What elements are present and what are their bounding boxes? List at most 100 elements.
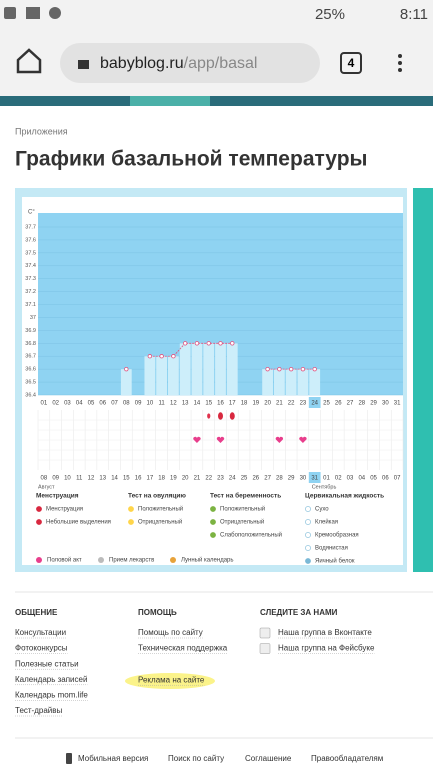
x-tick-label: 13	[182, 401, 189, 407]
x-tick-label: 04	[76, 401, 83, 407]
temperature-point	[300, 366, 306, 372]
x-tick-label: 30	[382, 401, 389, 407]
legend-title: Тест на овуляцию	[128, 493, 186, 500]
y-tick-label: 37.5	[25, 250, 36, 256]
y-tick-label: 36.9	[25, 328, 36, 334]
temperature-point	[230, 341, 235, 346]
footer-link[interactable]: Наша группа в Вконтакте	[278, 628, 372, 637]
banner-detail	[130, 96, 210, 106]
legend-icon	[210, 519, 216, 525]
temperature-point	[312, 366, 317, 372]
x-tick-label: 31	[394, 401, 401, 407]
x-tick-label: 24	[311, 401, 318, 407]
legend-icon	[210, 506, 216, 512]
next-card	[413, 188, 433, 572]
x-tick-label: 21	[276, 401, 283, 407]
bar	[215, 343, 226, 395]
footer-link[interactable]: Техническая поддержка	[138, 644, 228, 653]
bar	[120, 369, 132, 395]
x-tick-label: 05	[88, 401, 95, 407]
date-label: 13	[99, 476, 106, 482]
bottom-link[interactable]: Соглашение	[245, 754, 292, 763]
footer-link[interactable]: Консультации	[15, 628, 66, 637]
legend-title: Тест на беременность	[210, 492, 281, 500]
footer-link[interactable]: Реклама на сайте	[138, 675, 205, 684]
home-button[interactable]	[16, 48, 42, 74]
x-tick-label: 26	[335, 401, 342, 407]
tabs-button[interactable]	[340, 52, 362, 74]
legend-icon	[170, 557, 176, 563]
date-label: 24	[229, 476, 236, 482]
page-title: Графики базальной температуры	[15, 148, 367, 171]
mail-icon	[26, 7, 40, 19]
today-cell	[308, 397, 321, 408]
temperature-point	[147, 354, 153, 359]
legend-item: Яичный белок	[315, 558, 355, 565]
y-tick-label: 37.1	[25, 302, 36, 308]
url: babyblog.ru/app/basal	[100, 55, 257, 72]
legend-item: Лунный календарь	[181, 557, 234, 564]
bottom-link[interactable]: Мобильная версия	[78, 754, 148, 763]
temperature-point	[182, 341, 188, 346]
date-label: 10	[64, 476, 71, 482]
footer-link[interactable]: Фотоконкурсы	[15, 644, 68, 653]
footer-link[interactable]: Календарь mom.life	[15, 691, 88, 700]
month-label: Август	[38, 484, 55, 490]
footer-link[interactable]: Наша группа на Фейсбуке	[278, 644, 375, 653]
x-tick-label: 22	[288, 401, 295, 407]
footer-link[interactable]: Тест-драйвы	[15, 706, 63, 715]
x-tick-label: 19	[252, 401, 259, 407]
date-label: 19	[170, 476, 177, 482]
bottom-link[interactable]: Поиск по сайту	[168, 754, 224, 763]
bottom-link[interactable]: Правообладателям	[311, 754, 383, 763]
menu-button[interactable]	[398, 54, 402, 72]
status-bar	[0, 0, 433, 28]
legend-title: Менструация	[36, 493, 79, 500]
intercourse-mark	[299, 436, 307, 443]
footer-link[interactable]: Помощь по сайту	[138, 628, 203, 637]
breadcrumb[interactable]: Приложения	[15, 126, 68, 136]
banner-image	[0, 96, 433, 106]
bar	[156, 356, 168, 395]
legend-icon	[36, 519, 42, 525]
url-domain: babyblog.ru	[100, 55, 184, 72]
x-tick-label: 29	[370, 401, 377, 407]
bar	[226, 343, 238, 395]
bar	[273, 369, 285, 395]
x-tick-label: 06	[99, 401, 106, 407]
legend-item: Отрицательный	[220, 519, 264, 526]
date-label: 02	[335, 476, 342, 482]
x-tick-label: 15	[205, 401, 212, 407]
y-unit: C°	[28, 210, 35, 216]
x-tick-label: 28	[358, 401, 365, 407]
bar	[144, 356, 156, 395]
date-label: 21	[194, 476, 201, 482]
x-tick-label: 25	[323, 401, 330, 407]
temperature-point	[159, 354, 164, 359]
legend-icon	[305, 545, 311, 551]
legend-item: Прием лекарств	[109, 558, 154, 564]
date-label: 08	[41, 476, 48, 482]
legend-icon	[210, 532, 216, 538]
clock: 8:11	[400, 6, 428, 23]
menstruation-mark	[218, 412, 223, 420]
bar	[262, 369, 273, 395]
x-tick-label: 02	[52, 401, 59, 407]
spotting-mark	[207, 413, 211, 419]
legend-item: Сухо	[315, 507, 329, 513]
legend-item: Небольшие выделения	[46, 520, 111, 526]
x-tick-label: 14	[194, 401, 201, 407]
x-tick-label: 11	[159, 401, 166, 407]
date-label: 05	[370, 476, 377, 482]
menstruation-mark	[229, 412, 235, 420]
url-field[interactable]	[60, 43, 320, 83]
date-label: 30	[300, 476, 307, 482]
x-tick-label: 10	[147, 401, 154, 407]
x-tick-label: 12	[170, 401, 177, 407]
date-label: 15	[123, 476, 130, 482]
footer-link[interactable]: Календарь записей	[15, 675, 87, 684]
footer-link[interactable]: Полезные статьи	[15, 659, 79, 668]
date-label: 20	[182, 476, 189, 482]
date-label: 12	[88, 476, 95, 482]
